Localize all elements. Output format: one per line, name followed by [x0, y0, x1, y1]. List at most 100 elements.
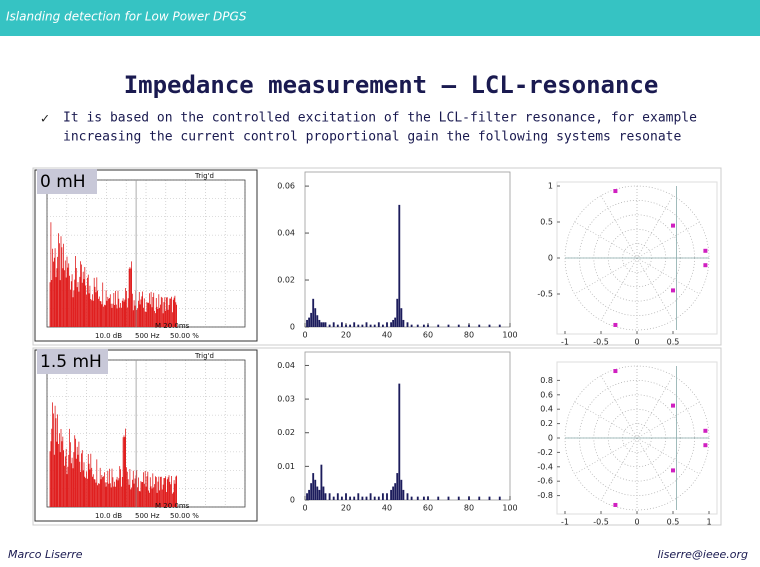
bar [437, 496, 440, 500]
x-tick-label: 100 [502, 331, 517, 340]
bar [361, 324, 364, 327]
polar-x-tick-label: -1 [561, 518, 569, 527]
bar [324, 322, 327, 327]
bar [392, 319, 395, 327]
bar [498, 496, 501, 500]
pole-marker [613, 189, 618, 194]
panel-label-box [37, 169, 97, 194]
polar-y-tick-label: -0.6 [537, 477, 553, 486]
slide-title: Impedance measurement – LCL-resonance [124, 71, 659, 99]
bar [427, 324, 429, 327]
x-tick-label: 40 [382, 331, 392, 340]
bar [336, 324, 339, 327]
bar [386, 322, 388, 327]
x-tick-label: 0 [302, 504, 307, 513]
panel: Trig'd M 20.0ms 10.0 dB 500 Hz 50.00 % 1.5 mH… [32, 347, 722, 527]
bar [377, 496, 380, 500]
polar-x-tick-label: -0.5 [593, 518, 609, 527]
x-tick-label: 80 [464, 331, 474, 340]
x-tick-label: 60 [423, 504, 433, 513]
bar [398, 204, 401, 327]
bar [312, 473, 315, 500]
bar [322, 322, 325, 327]
bar [410, 496, 413, 500]
bar [416, 496, 419, 500]
pole-marker [671, 288, 675, 293]
bar [406, 493, 409, 500]
panel-frame [32, 347, 722, 526]
polar-x-tick-label: -1 [561, 338, 569, 347]
pole-marker [671, 468, 675, 473]
bar [314, 308, 317, 327]
check-icon: ✓ [40, 112, 50, 126]
y-tick-label: 0.04 [277, 361, 295, 370]
bar [308, 489, 311, 500]
bar [377, 322, 380, 327]
scope-freq: 500 Hz [135, 512, 160, 520]
scope-trigger: Trig'd [194, 352, 214, 360]
bar [318, 489, 321, 500]
polar-x-tick-label: 0 [634, 338, 639, 347]
x-tick-label: 20 [341, 504, 351, 513]
bar [400, 308, 403, 327]
scope-timebase: M 20.0ms [155, 322, 190, 330]
polar-y-tick-label: 0.8 [540, 376, 553, 385]
oscilloscope: Trig'd M 20.0ms 10.0 dB 500 Hz 50.00 % [34, 349, 258, 522]
bar [365, 322, 368, 327]
bar [322, 486, 325, 500]
x-tick-label: 40 [382, 504, 392, 513]
polar-y-tick-label: 0.6 [540, 390, 553, 399]
bar [381, 324, 384, 327]
y-tick-label: 0.03 [277, 395, 295, 404]
bar [332, 322, 335, 327]
polar-x-tick-label: 0.5 [667, 518, 680, 527]
bullet-line: increasing the current control proportio… [63, 130, 681, 145]
bar [400, 479, 403, 500]
panel-frame [32, 167, 722, 346]
polar-x-tick-label: -0.5 [593, 338, 609, 347]
y-tick-label: 0 [290, 323, 295, 332]
x-tick-label: 60 [423, 331, 433, 340]
polar-plot: -1 -0.5 0 0.5 1 0.5 0 -0.5 [537, 181, 718, 347]
bar [308, 317, 311, 327]
spectrum: 0 0.02 0.04 0.06 0 20 40 60 80 100 [277, 171, 518, 340]
scope-scale: 10.0 dB [95, 512, 122, 520]
x-tick-label: 100 [502, 504, 517, 513]
bar [373, 496, 376, 500]
polar-y-tick-label: 0.5 [540, 218, 553, 227]
y-tick-label: 0.02 [277, 276, 295, 285]
scope-trace [49, 402, 177, 507]
header-title: Islanding detection for Low Power DPGS [6, 10, 247, 24]
bar [324, 493, 327, 500]
pole-marker [613, 369, 618, 374]
bar [488, 324, 491, 327]
bar [353, 496, 356, 500]
bar [468, 496, 470, 500]
bar [447, 496, 450, 500]
bar [468, 324, 470, 327]
bar [357, 493, 360, 500]
bar [320, 464, 323, 500]
polar-y-tick-label: -0.8 [537, 491, 553, 500]
bar [427, 496, 429, 500]
polar-x-tick-label: 0 [634, 518, 639, 527]
bar [457, 496, 460, 500]
scope-scale: 10.0 dB [95, 332, 122, 340]
bar [306, 319, 308, 327]
bar [316, 315, 319, 327]
bar [340, 496, 343, 500]
bar [398, 383, 401, 500]
polar-x-tick-label: 0.5 [667, 338, 680, 347]
bar [357, 324, 360, 327]
bar [392, 486, 395, 500]
y-tick-label: 0.02 [277, 428, 295, 437]
scope-freq: 500 Hz [135, 332, 160, 340]
spectrum: 0 0.01 0.02 0.03 0.04 0 20 40 60 80 100 [277, 351, 518, 513]
header-bar [0, 0, 760, 36]
bar [447, 324, 450, 327]
pole-marker [703, 248, 708, 253]
x-tick-label: 20 [341, 331, 351, 340]
bar [394, 483, 397, 500]
